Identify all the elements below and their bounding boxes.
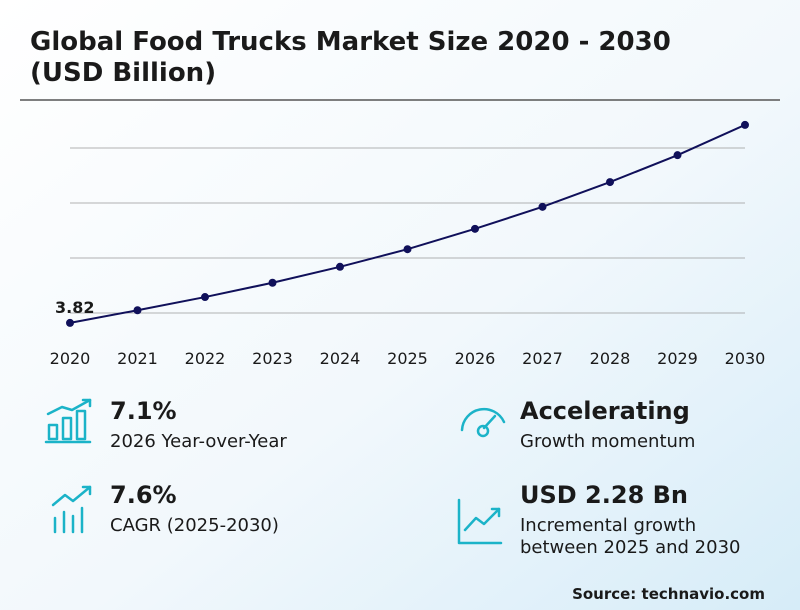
icons (44, 398, 506, 545)
chart-title: Global Food Trucks Market Size 2020 - 20… (30, 27, 671, 57)
growth-chart-icon (457, 498, 503, 545)
x-tick-label: 2030 (725, 349, 766, 368)
x-tick-label: 2023 (252, 349, 293, 368)
data-label: 3.82 (55, 298, 94, 317)
stat-label: Incremental growth (520, 515, 696, 536)
x-tick-label: 2026 (455, 349, 496, 368)
point (538, 202, 547, 211)
x-tick-label: 2028 (590, 349, 631, 368)
stat-label: between 2025 and 2030 (520, 537, 740, 558)
stat-value: 7.6% (110, 481, 177, 509)
point (201, 293, 209, 302)
gauge-icon (460, 407, 506, 438)
line-chart: 2020 2021 2022 2023 2024 2025 2026 2027 2028 2029… (50, 120, 766, 368)
x-tick-label: 2021 (117, 349, 158, 368)
x-tick-label: 2022 (185, 349, 226, 368)
chart-subtitle: (USD Billion) (30, 58, 216, 88)
point (471, 224, 479, 233)
x-tick-label: 2025 (387, 349, 428, 368)
stat-value: Accelerating (520, 397, 690, 425)
point (403, 245, 412, 254)
source: Source: technavio.com (572, 585, 765, 603)
x-tick-label: 2024 (320, 349, 361, 368)
trend-icon (51, 485, 92, 534)
stat-label: 2026 Year-over-Year (110, 431, 287, 452)
point (66, 318, 74, 327)
x-tick-label: 2020 (50, 349, 91, 368)
stat-label: CAGR (2025-2030) (110, 515, 279, 536)
point (133, 306, 142, 315)
point (741, 120, 749, 129)
stat-label: Growth momentum (520, 431, 695, 452)
point (336, 262, 344, 271)
point (606, 178, 614, 187)
x-tick-label: 2027 (522, 349, 563, 368)
point (673, 151, 682, 160)
stat-value: USD 2.28 Bn (520, 481, 688, 509)
x-tick-label: 2029 (657, 349, 698, 368)
stats: 7.1% 2026 Year-over-Year Accelerating Growt… (110, 397, 740, 558)
bar-chart-icon (44, 398, 92, 444)
stat-value: 7.1% (110, 397, 177, 425)
point (268, 278, 277, 287)
